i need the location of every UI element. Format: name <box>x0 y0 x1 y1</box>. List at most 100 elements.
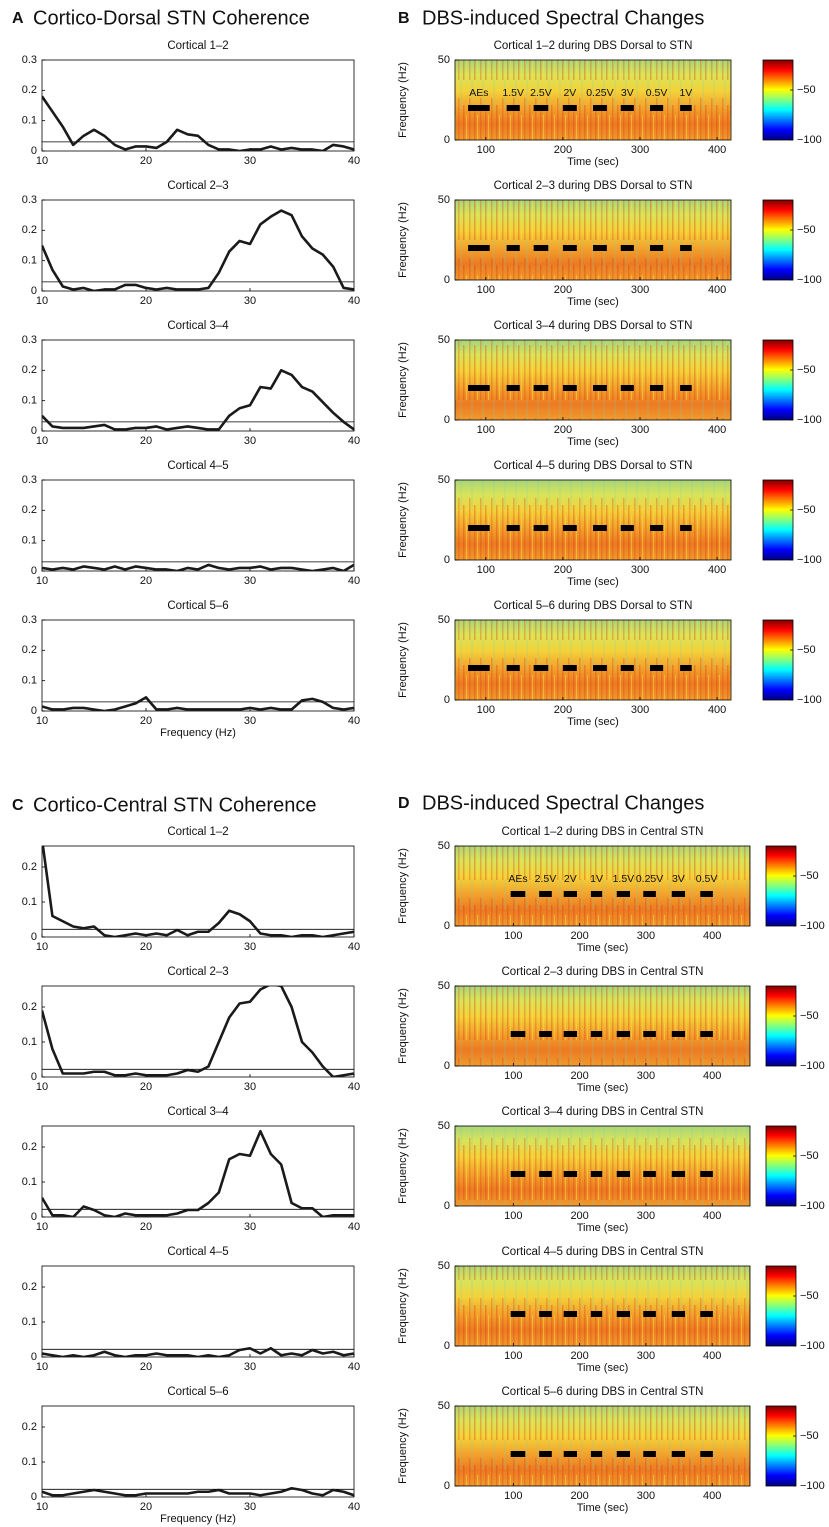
colorbar-tick-label: −50 <box>797 224 816 236</box>
y-tick-label: 0.1 <box>22 255 37 267</box>
stimulation-marker <box>510 1031 526 1037</box>
x-tick-label: 40 <box>348 155 360 167</box>
plot-frame <box>454 1405 751 1487</box>
stimulation-marker <box>700 1031 713 1037</box>
stimulation-marker <box>620 385 634 391</box>
y-tick-label: 0.1 <box>22 395 37 407</box>
chart-title: Cortical 3–4 during DBS Dorsal to STN <box>494 320 693 332</box>
y-tick-label: 0.3 <box>22 334 37 346</box>
y-tick-label: 50 <box>438 980 450 992</box>
plot-area <box>41 479 355 572</box>
marker-label: 1.5V <box>613 873 635 885</box>
y-tick-label: 0 <box>444 414 450 426</box>
x-tick-label: 10 <box>36 155 48 167</box>
spectrogram-texture <box>455 1266 750 1346</box>
y-tick-label: 0.2 <box>22 644 37 656</box>
y-tick-label: 50 <box>438 54 450 66</box>
stimulation-marker <box>593 245 607 251</box>
colorbar <box>765 1405 797 1487</box>
stimulation-marker <box>468 665 490 671</box>
chart-title: Cortical 5–6 during DBS Dorsal to STN <box>494 600 693 612</box>
plot-area <box>41 1265 355 1358</box>
marker-label: 2V <box>563 87 576 99</box>
chart-title: Cortical 1–2 <box>167 40 228 52</box>
panel-title: DBS-induced Spectral Changes <box>422 792 704 814</box>
y-tick-label: 0 <box>444 1200 450 1212</box>
stimulation-marker <box>562 525 577 531</box>
colorbar-tick-label: −50 <box>797 644 816 656</box>
y-tick-label: 50 <box>438 194 450 206</box>
stimulation-marker <box>680 525 692 531</box>
y-tick-label: 0.3 <box>22 194 37 206</box>
y-tick-label: 0 <box>444 920 450 932</box>
chart-title: Cortical 4–5 during DBS Dorsal to STN <box>494 460 693 472</box>
plot-frame <box>454 479 732 561</box>
x-tick-label: 400 <box>708 704 726 716</box>
y-tick-label: 0.1 <box>22 1316 37 1328</box>
stimulation-marker <box>593 105 607 111</box>
stimulation-marker <box>506 245 520 251</box>
y-tick-label: 0 <box>31 145 37 157</box>
colorbar-tick-label: −100 <box>800 1060 825 1072</box>
stimulation-marker <box>593 525 607 531</box>
y-tick-label: 0.3 <box>22 614 37 626</box>
x-tick-label: 10 <box>36 435 48 447</box>
x-tick-label: 10 <box>36 1221 48 1233</box>
y-tick-label: 0 <box>31 1491 37 1503</box>
stimulation-marker <box>590 1171 603 1177</box>
stimulation-marker <box>563 1311 577 1317</box>
stimulation-marker <box>590 1031 603 1037</box>
y-axis-label: Frequency (Hz) <box>397 988 409 1064</box>
stimulation-marker <box>539 1031 552 1037</box>
x-tick-label: 30 <box>244 435 256 447</box>
y-axis-label: Frequency (Hz) <box>397 202 409 278</box>
stimulation-marker <box>533 105 549 111</box>
stimulation-marker <box>671 1171 686 1177</box>
stimulation-marker <box>616 1031 631 1037</box>
stimulation-marker <box>616 891 631 897</box>
coherence-line <box>42 209 354 291</box>
y-tick-label: 0.1 <box>22 1456 37 1468</box>
colorbar-tick-label: −50 <box>800 1430 819 1442</box>
stimulation-marker <box>650 245 664 251</box>
x-tick-label: 200 <box>570 1070 588 1082</box>
colorbar-tick-label: −100 <box>797 274 822 286</box>
stimulation-marker <box>533 245 549 251</box>
plot-frame <box>454 845 751 927</box>
panel-letter: A <box>12 10 24 27</box>
stimulation-marker <box>468 525 490 531</box>
stimulation-marker <box>506 105 520 111</box>
y-tick-label: 0 <box>31 931 37 943</box>
x-tick-label: 100 <box>504 1350 522 1362</box>
stimulation-marker <box>533 385 549 391</box>
y-axis-label: Frequency (Hz) <box>397 848 409 924</box>
colorbar-tick-label: −50 <box>800 1290 819 1302</box>
x-tick-label: 100 <box>477 564 495 576</box>
x-tick-label: 30 <box>244 295 256 307</box>
x-tick-label: 40 <box>348 1361 360 1373</box>
chart-title: Cortical 2–3 during DBS Dorsal to STN <box>494 180 693 192</box>
x-tick-label: 40 <box>348 1081 360 1093</box>
plot-frame <box>454 199 732 281</box>
stimulation-marker <box>700 1311 713 1317</box>
stimulation-marker <box>620 525 634 531</box>
y-tick-label: 0 <box>444 274 450 286</box>
x-tick-label: 100 <box>504 1490 522 1502</box>
y-tick-label: 0.1 <box>22 1036 37 1048</box>
stimulation-marker <box>671 891 686 897</box>
chart-title: Cortical 5–6 during DBS in Central STN <box>502 1386 704 1398</box>
colorbar <box>762 479 794 561</box>
y-axis-label: Frequency (Hz) <box>397 342 409 418</box>
plot-frame <box>454 59 732 141</box>
panel-letter: B <box>398 10 410 27</box>
stimulation-marker <box>700 1451 713 1457</box>
y-tick-label: 0 <box>31 705 37 717</box>
x-tick-label: 40 <box>348 575 360 587</box>
plot-area <box>41 339 355 432</box>
stimulation-marker <box>533 525 549 531</box>
x-tick-label: 200 <box>554 144 572 156</box>
x-tick-label: 30 <box>244 1361 256 1373</box>
stimulation-marker <box>563 1451 577 1457</box>
panel-title: DBS-induced Spectral Changes <box>422 7 704 29</box>
chart-title: Cortical 1–2 during DBS Dorsal to STN <box>494 40 693 52</box>
